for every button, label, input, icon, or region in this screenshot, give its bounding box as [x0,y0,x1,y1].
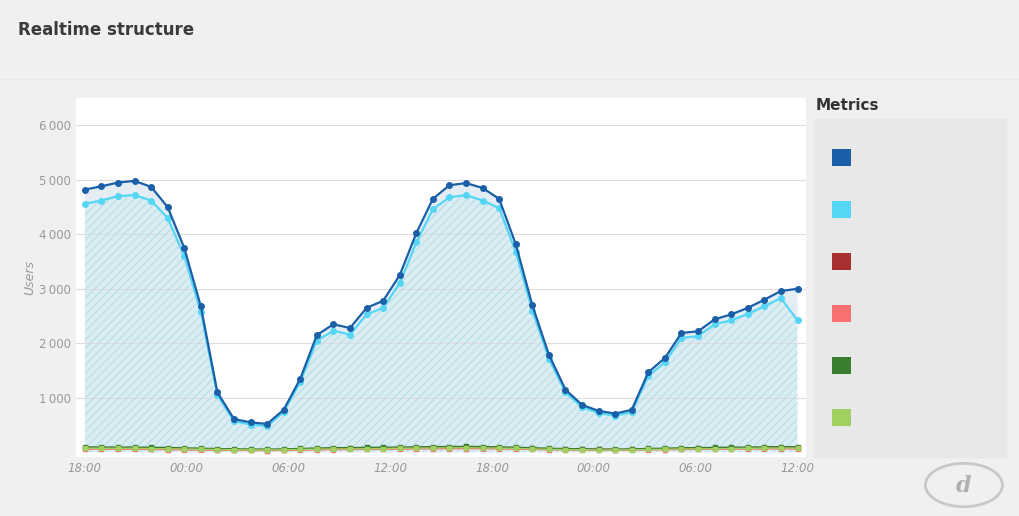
Text: Realtime structure: Realtime structure [18,21,195,39]
Text: Return users 1.7.0: Return users 1.7.0 [862,411,971,424]
Text: Return users 1.7.1: Return users 1.7.1 [862,307,971,320]
Text: New Users 1.8.0: New Users 1.8.0 [862,151,958,164]
Text: Metrics: Metrics [815,98,878,113]
Text: New Users 1.7.0: New Users 1.7.0 [862,359,958,372]
Text: New Users 1.7.1: New Users 1.7.1 [862,255,958,268]
Text: d: d [955,475,971,497]
Y-axis label: Users: Users [23,260,36,295]
Text: Return users 1.8.0: Return users 1.8.0 [862,203,970,216]
